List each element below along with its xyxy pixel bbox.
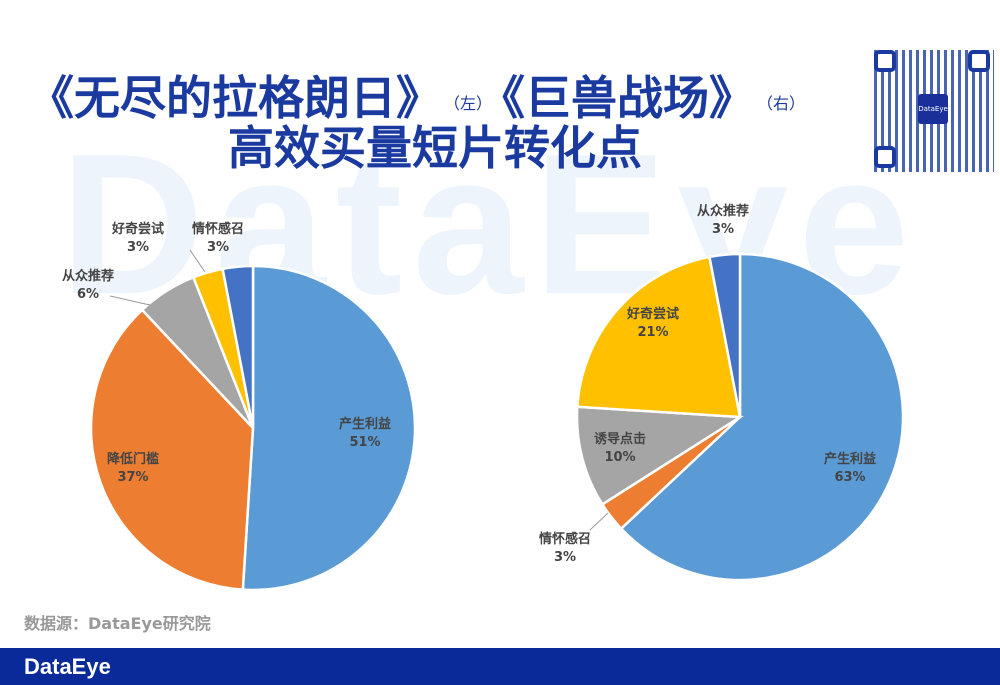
title-left-game: 《无尽的拉格朗日》 [28, 71, 442, 125]
slice-label: 情怀感召 [539, 531, 591, 547]
slice-percent: 63% [834, 470, 865, 485]
slice-label: 情怀感召 [192, 221, 244, 237]
qr-logo: DataEye [918, 94, 948, 124]
slice-percent: 3% [554, 550, 576, 565]
slice-label: 从众推荐 [697, 203, 749, 219]
slice-percent: 3% [712, 222, 734, 237]
slice-percent: 10% [604, 450, 635, 465]
slice-percent: 51% [349, 435, 380, 450]
pie-slice [707, 252, 742, 418]
slice-label: 产生利益 [824, 451, 876, 467]
slice-label: 降低门槛 [107, 451, 159, 467]
data-source: 数据源：DataEye研究院 [24, 614, 211, 633]
footer-bar: DataEye [0, 648, 1000, 685]
pie-slice [575, 255, 742, 419]
slice-label: 好奇尝试 [626, 306, 679, 322]
qr-finder [874, 50, 896, 72]
pie-slice [241, 264, 417, 592]
left-tag: （左） [452, 93, 493, 113]
slice-label: 诱导点击 [594, 431, 646, 447]
slice-label: 好奇尝试 [111, 221, 164, 237]
leader-line [189, 249, 206, 273]
title-right-game: 《巨兽战场》 [502, 71, 756, 125]
qr-finder [874, 146, 896, 168]
slice-percent: 21% [637, 325, 668, 340]
pie-slice [575, 405, 744, 507]
qr-finder [968, 50, 990, 72]
slice-label: 从众推荐 [62, 268, 114, 284]
title-line2: 高效买量短片转化点 [228, 121, 642, 175]
pie-slice [619, 252, 905, 582]
leader-line [109, 295, 151, 306]
slice-label: 产生利益 [339, 416, 391, 432]
footer-logo: DataEye [24, 654, 111, 679]
slice-percent: 6% [77, 287, 99, 302]
right-tag: （右） [765, 93, 806, 113]
title-line1: 《无尽的拉格朗日》 （左） 《巨兽战场》 （右） [28, 62, 815, 128]
pie-slice [221, 264, 255, 429]
slice-percent: 37% [117, 470, 148, 485]
leader-line [589, 512, 609, 531]
pie-slice [89, 308, 255, 592]
slice-percent: 3% [207, 240, 229, 255]
slice-percent: 3% [127, 240, 149, 255]
